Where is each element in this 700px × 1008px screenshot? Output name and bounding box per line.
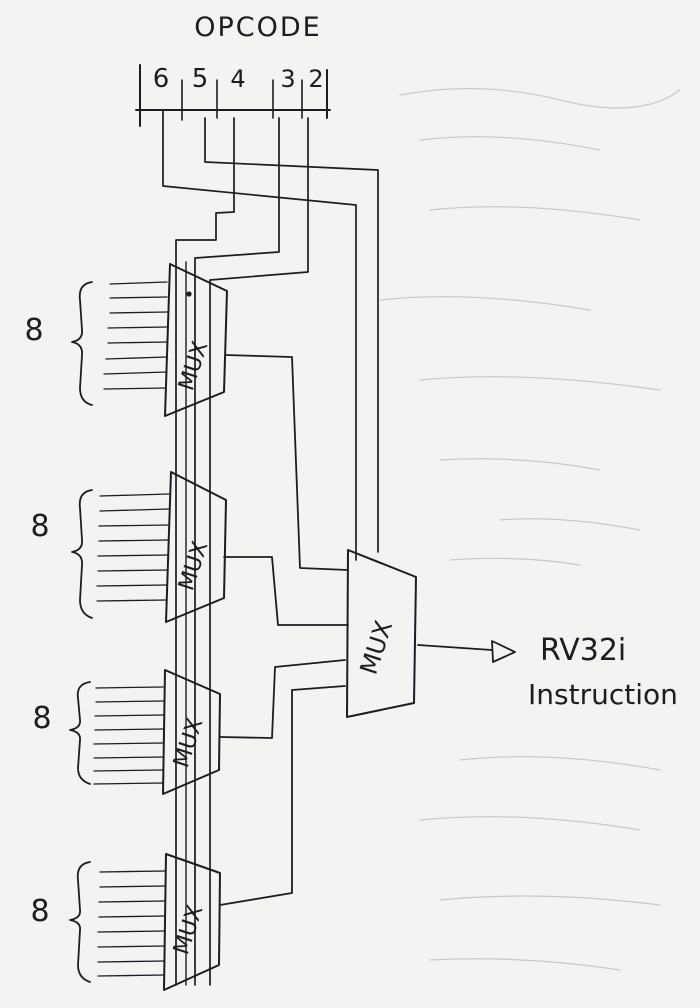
mux-output-wires [219, 354, 349, 906]
wire-bit-5 [204, 117, 379, 553]
select-wires [162, 109, 379, 986]
mux-3: MUX [162, 669, 221, 795]
mux-2-label: MUX [174, 538, 213, 593]
bit-label-6: 6 [153, 64, 170, 94]
mux-2-body [165, 471, 227, 623]
group-size-2: 8 [30, 509, 49, 544]
wire-mux4-out [219, 685, 346, 906]
output-line [417, 644, 493, 651]
mux-3-inputs [93, 686, 164, 785]
wire-mux3-out [219, 659, 346, 739]
wire-bit-6 [162, 109, 357, 561]
mux-4-label: MUX [169, 902, 208, 957]
mux-3-label: MUX [169, 715, 208, 770]
group-size-4: 8 [30, 894, 49, 929]
bit-label-3: 3 [280, 65, 295, 93]
group-size-3: 8 [32, 701, 51, 736]
mux-final-body [346, 549, 417, 718]
mux-1-inputs [103, 281, 168, 390]
brace-4 [69, 861, 91, 983]
brace-2 [71, 489, 93, 619]
mux-final: MUX [346, 549, 417, 718]
opcode-label: OPCODE [194, 12, 322, 43]
wire-bit-4 [175, 117, 235, 986]
group-size-1: 8 [24, 313, 43, 348]
opcode-bit-labels: 6 5 4 3 2 [153, 64, 324, 94]
wire-mux1-out [224, 354, 349, 571]
mux-4-inputs [97, 870, 166, 977]
mux-1: MUX [164, 263, 228, 417]
mux-2: MUX [165, 471, 227, 623]
input-braces [69, 281, 93, 983]
mux-final-label: MUX [355, 617, 399, 678]
wire-bit-2 [209, 117, 309, 986]
mux-3-body [162, 669, 221, 795]
output-arrow [417, 640, 516, 663]
mux-1-dot [186, 291, 192, 297]
wire-mux2-out [223, 556, 349, 626]
output-label-line2: Instruction [528, 678, 678, 711]
brace-1 [71, 281, 93, 406]
mux-4-body [163, 853, 221, 991]
mux-4: MUX [163, 853, 221, 991]
bit-label-2: 2 [308, 65, 323, 93]
group-size-labels: 8 8 8 8 [24, 313, 51, 929]
bit-label-4: 4 [230, 65, 245, 93]
brace-3 [69, 681, 91, 785]
wire-bit-3 [194, 117, 280, 986]
mux-1-label: MUX [174, 338, 213, 393]
mux-1-body [164, 263, 228, 417]
output-label-line1: RV32i [540, 633, 626, 668]
mux-2-inputs [96, 493, 170, 602]
arrow-head [491, 640, 516, 663]
paper-bleed-through [379, 88, 681, 971]
opcode-bus [135, 64, 331, 127]
bit-label-5: 5 [192, 64, 209, 94]
